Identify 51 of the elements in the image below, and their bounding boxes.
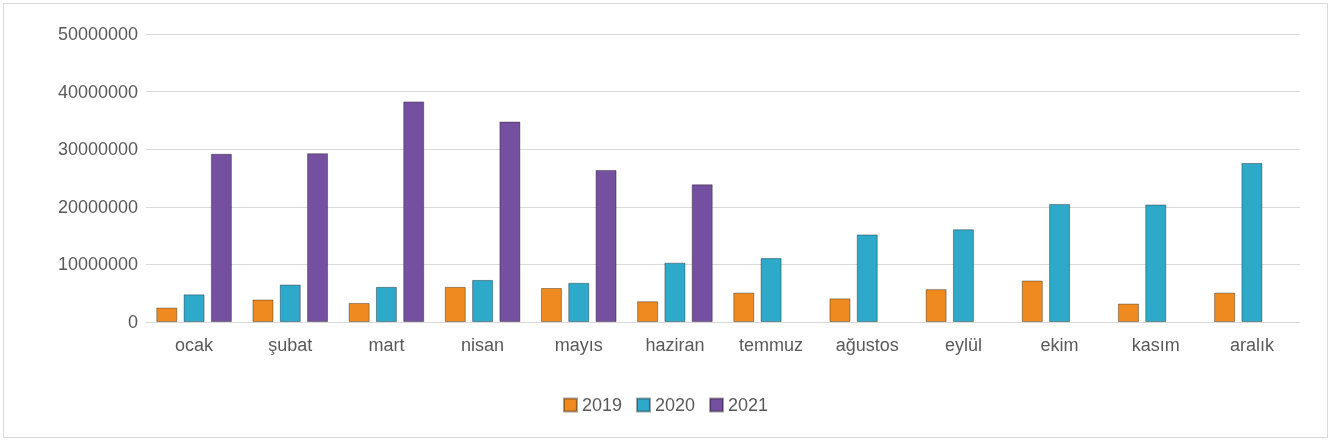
x-tick-label: ekim [1040, 335, 1079, 355]
bar [403, 101, 425, 322]
y-tick-label: 0 [127, 312, 138, 332]
legend-label: 2020 [654, 395, 696, 415]
bar [664, 262, 686, 322]
bar [307, 153, 329, 322]
bar [1145, 204, 1167, 322]
x-tick-label: kasım [1131, 335, 1180, 355]
bar [568, 282, 590, 322]
y-tick-label: 10000000 [57, 254, 138, 275]
x-tick-label: ağustos [835, 335, 899, 355]
y-tick-label: 20000000 [57, 196, 138, 217]
bar [472, 279, 494, 322]
bar [375, 286, 397, 322]
bar [279, 284, 301, 322]
bar [444, 286, 466, 322]
bar [183, 294, 205, 322]
bar [499, 121, 521, 322]
x-tick-label: mart [368, 335, 405, 355]
bar [1049, 203, 1071, 322]
x-tick-label: mayıs [554, 335, 603, 355]
bar [348, 302, 370, 322]
bar [595, 169, 617, 322]
bar [156, 307, 178, 322]
x-tick-label: eylül [944, 335, 982, 355]
x-tick-label: şubat [268, 335, 313, 355]
x-tick-label: temmuz [739, 335, 804, 355]
x-tick-label: aralık [1229, 335, 1275, 355]
bar [637, 301, 659, 322]
bar [829, 298, 851, 322]
bar [1021, 280, 1043, 322]
bar [1241, 163, 1263, 322]
x-tick-label: ocak [175, 335, 215, 355]
legend-label: 2021 [728, 395, 769, 415]
bar [733, 292, 755, 322]
x-tick-label: haziran [645, 335, 705, 355]
bar [252, 299, 274, 322]
bar [1117, 303, 1139, 322]
bar [760, 258, 782, 322]
bar [925, 289, 947, 322]
bar [952, 229, 974, 322]
bar [540, 288, 562, 322]
bar [856, 234, 878, 322]
y-tick-label: 40000000 [57, 81, 138, 102]
bar [691, 184, 713, 322]
legend-label: 2019 [581, 395, 622, 415]
x-tick-label: nisan [461, 335, 505, 355]
y-tick-label: 30000000 [57, 139, 138, 160]
bar [1214, 292, 1236, 322]
y-tick-label: 50000000 [57, 24, 138, 44]
bar [210, 153, 232, 322]
